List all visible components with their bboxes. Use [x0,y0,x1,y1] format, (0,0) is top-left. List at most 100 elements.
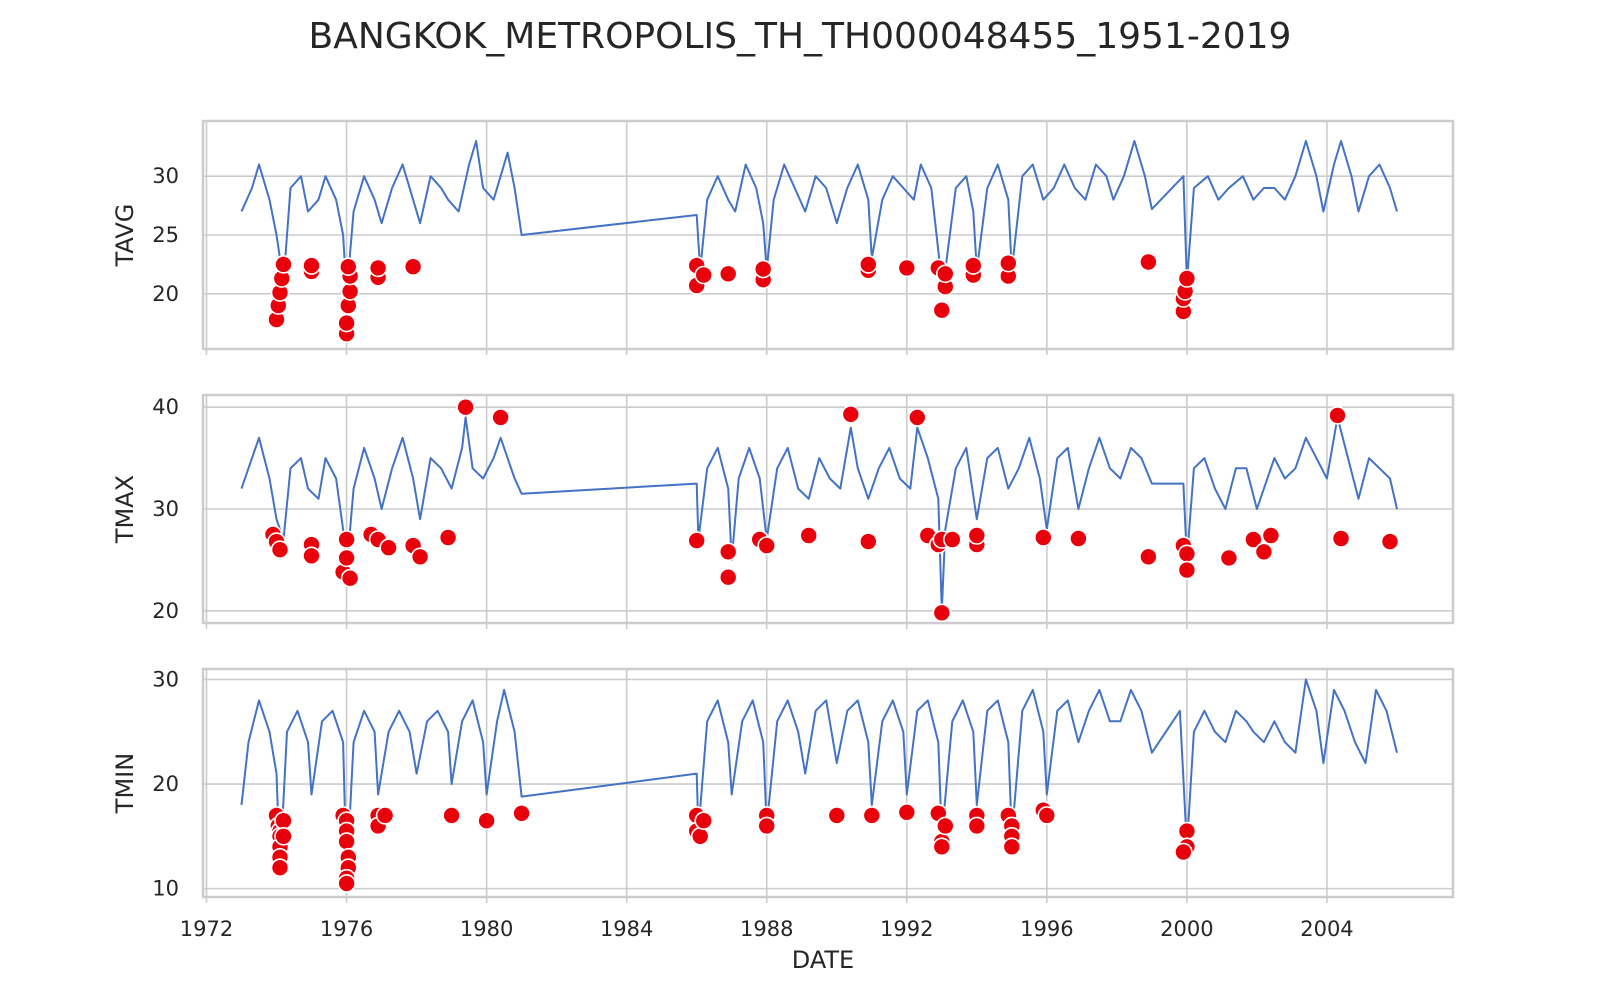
anomaly-point [799,526,819,545]
anomaly-point [338,257,358,277]
anomaly-point [932,300,952,320]
x-tick-label: 1984 [600,917,653,941]
anomaly-point [1244,530,1263,549]
y-tick-label: 30 [152,164,179,188]
anomaly-point [1331,529,1351,548]
anomaly-point [1139,547,1158,567]
x-axis-label: DATE [792,946,854,974]
plot-frame [201,393,1455,625]
anomaly-point [438,528,458,547]
anomaly-point [1002,837,1022,857]
anomaly-point [935,264,955,284]
anomaly-point [274,826,293,846]
x-tick-label: 2000 [1160,917,1213,941]
anomaly-point [858,532,878,551]
series-line-tmin [240,678,1398,880]
panel-tmin: 1972 1976 1980 1984 1988 1992 1996 2000 2004 10 20… [111,667,1455,941]
anomaly-point [687,531,707,550]
anomaly-point [512,803,531,823]
chart-panels: 20 25 30 TAVG 20 30 40 TMAX 1972 1976 1980 1984 1988… [111,119,1455,941]
anomaly-point [690,826,710,846]
anomaly-point [963,256,983,275]
x-tick-label: 1992 [880,917,933,941]
y-tick-label: 30 [152,497,179,521]
anomaly-point [907,408,927,427]
anomaly-point [718,567,738,587]
y-axis-label: TMAX [111,475,139,544]
anomaly-point [337,874,356,893]
anomaly-point [477,811,496,831]
anomaly-point [375,806,395,825]
anomaly-point [1139,252,1158,272]
series-line-tmax [240,416,1398,612]
anomaly-point [897,802,917,822]
y-tick-label: 30 [152,667,179,691]
panel-tmax: 20 30 40 TMAX [111,393,1455,629]
anomaly-point [935,816,955,836]
anomaly-point [1177,544,1197,564]
anomaly-point [841,404,861,424]
x-tick-label: 1980 [460,917,513,941]
anomaly-point [410,547,430,567]
anomaly-point [270,540,290,560]
anomaly-point [337,313,356,333]
anomaly-point [932,837,952,857]
x-tick-label: 1976 [320,917,373,941]
plot-frame [201,119,1455,351]
anomaly-point [1177,269,1197,288]
plot-frame [201,667,1455,899]
anomaly-point [942,530,962,549]
anomaly-point [270,858,290,878]
anomaly-point [379,538,398,558]
anomaly-point [757,536,777,555]
anomaly-point [274,811,293,831]
anomaly-point [932,603,952,623]
y-tick-label: 10 [152,877,179,901]
anomaly-point [694,265,714,285]
y-axis-label: TMIN [111,753,139,814]
x-tick-label: 1972 [180,917,233,941]
anomaly-point [337,832,356,851]
anomaly-point [456,397,475,417]
anomaly-point [718,264,738,284]
anomaly-point [368,258,388,278]
anomaly-point [753,259,773,279]
y-axis-label: TAVG [111,204,139,268]
anomaly-point [967,816,987,836]
anomaly-point [827,806,847,825]
anomaly-point [967,526,987,545]
x-tick-label: 2004 [1300,917,1353,941]
anomaly-point [1380,532,1400,551]
anomaly-point [1328,406,1347,425]
anomaly-point [302,256,321,275]
y-tick-label: 20 [152,282,179,306]
anomaly-point [862,806,882,825]
anomaly-point [1219,548,1239,568]
anomaly-point [1177,821,1197,841]
x-tick-label: 1988 [740,917,793,941]
series-line-tavg [240,140,1398,295]
anomaly-point [491,408,510,427]
anomaly-point [1034,528,1053,547]
y-tick-label: 25 [152,223,179,247]
anomaly-point [1177,560,1197,580]
anomaly-point [1261,526,1281,545]
y-tick-label: 20 [152,772,179,796]
panel-tavg: 20 25 30 TAVG [111,119,1455,355]
anomaly-point [302,546,321,566]
anomaly-point [897,258,917,278]
anomaly-point [858,255,878,274]
anomaly-point [403,257,423,277]
anomaly-point [1254,542,1274,562]
chart-title: BANGKOK_METROPOLIS_TH_TH000048455_1951-2… [309,16,1292,57]
anomaly-point [757,816,777,836]
y-tick-label: 40 [152,395,179,419]
anomaly-point [718,542,738,562]
y-tick-label: 20 [152,599,179,623]
anomaly-point [274,255,293,274]
anomaly-point [442,806,461,825]
anomaly-point [1037,806,1057,825]
anomaly-point [998,253,1018,273]
